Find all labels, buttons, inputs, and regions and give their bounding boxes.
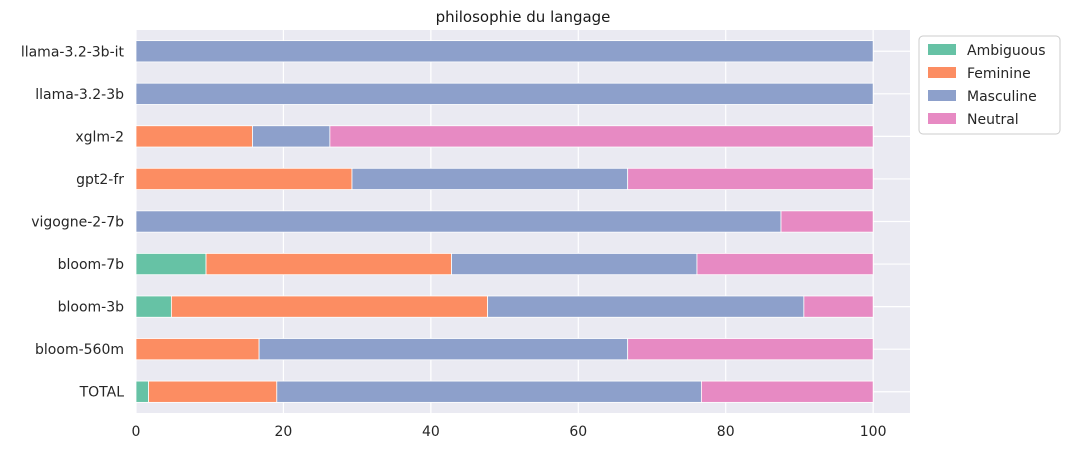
x-tick-label: 0 bbox=[132, 424, 141, 440]
y-tick-label: llama-3.2-3b bbox=[35, 87, 124, 103]
x-tick-labels: 0 20 40 60 80 100 bbox=[132, 424, 887, 440]
bar-segment bbox=[135, 82, 874, 105]
x-tick-label: 40 bbox=[422, 424, 440, 440]
y-tick-label: llama-3.2-3b-it bbox=[21, 44, 125, 60]
x-tick-label: 80 bbox=[717, 424, 735, 440]
bar-segment bbox=[451, 253, 698, 276]
bar-segment bbox=[135, 338, 260, 361]
legend: Ambiguous Feminine Masculine Neutral bbox=[918, 35, 1061, 135]
bar-segment bbox=[487, 295, 805, 318]
x-tick-label: 100 bbox=[860, 424, 887, 440]
chart-title: philosophie du langage bbox=[436, 8, 611, 26]
x-tick-label: 60 bbox=[569, 424, 587, 440]
legend-label: Feminine bbox=[967, 66, 1031, 82]
legend-swatch bbox=[928, 113, 956, 124]
bar-segment bbox=[135, 380, 149, 403]
bar-segment bbox=[627, 338, 874, 361]
bar-segment bbox=[276, 380, 702, 403]
bar-segment bbox=[780, 210, 874, 233]
bar-segment bbox=[252, 125, 331, 148]
legend-label: Neutral bbox=[967, 112, 1019, 128]
bar-segment bbox=[700, 380, 874, 403]
bars bbox=[135, 40, 874, 403]
bar-segment bbox=[627, 167, 874, 190]
y-tick-labels: llama-3.2-3b-it llama-3.2-3b xglm-2 gpt2-fr… bbox=[21, 44, 125, 400]
bar-segment bbox=[135, 40, 874, 63]
y-tick-label: xglm-2 bbox=[75, 129, 124, 145]
legend-swatch bbox=[928, 90, 956, 101]
bar-segment bbox=[135, 167, 353, 190]
bar-segment bbox=[329, 125, 874, 148]
y-tick-label: TOTAL bbox=[79, 385, 125, 401]
legend-label: Masculine bbox=[967, 89, 1037, 105]
y-tick-label: gpt2-fr bbox=[76, 172, 124, 188]
bar-segment bbox=[803, 295, 874, 318]
y-tick-label: bloom-560m bbox=[35, 342, 124, 358]
legend-box bbox=[918, 35, 1061, 135]
y-tick-label: bloom-3b bbox=[58, 300, 125, 316]
legend-swatch bbox=[928, 44, 956, 55]
bar-segment bbox=[170, 295, 489, 318]
bar-segment bbox=[258, 338, 629, 361]
bar-segment bbox=[135, 210, 782, 233]
bar-segment bbox=[205, 253, 452, 276]
x-tick-label: 20 bbox=[275, 424, 293, 440]
legend-swatch bbox=[928, 67, 956, 78]
bar-segment bbox=[135, 125, 253, 148]
bar-segment bbox=[696, 253, 874, 276]
bar-segment bbox=[351, 167, 629, 190]
y-tick-label: bloom-7b bbox=[58, 257, 125, 273]
bar-segment bbox=[148, 380, 278, 403]
bar-segment bbox=[135, 253, 207, 276]
legend-label: Ambiguous bbox=[967, 43, 1045, 59]
y-tick-label: vigogne-2-7b bbox=[31, 215, 124, 231]
bar-segment bbox=[135, 295, 172, 318]
